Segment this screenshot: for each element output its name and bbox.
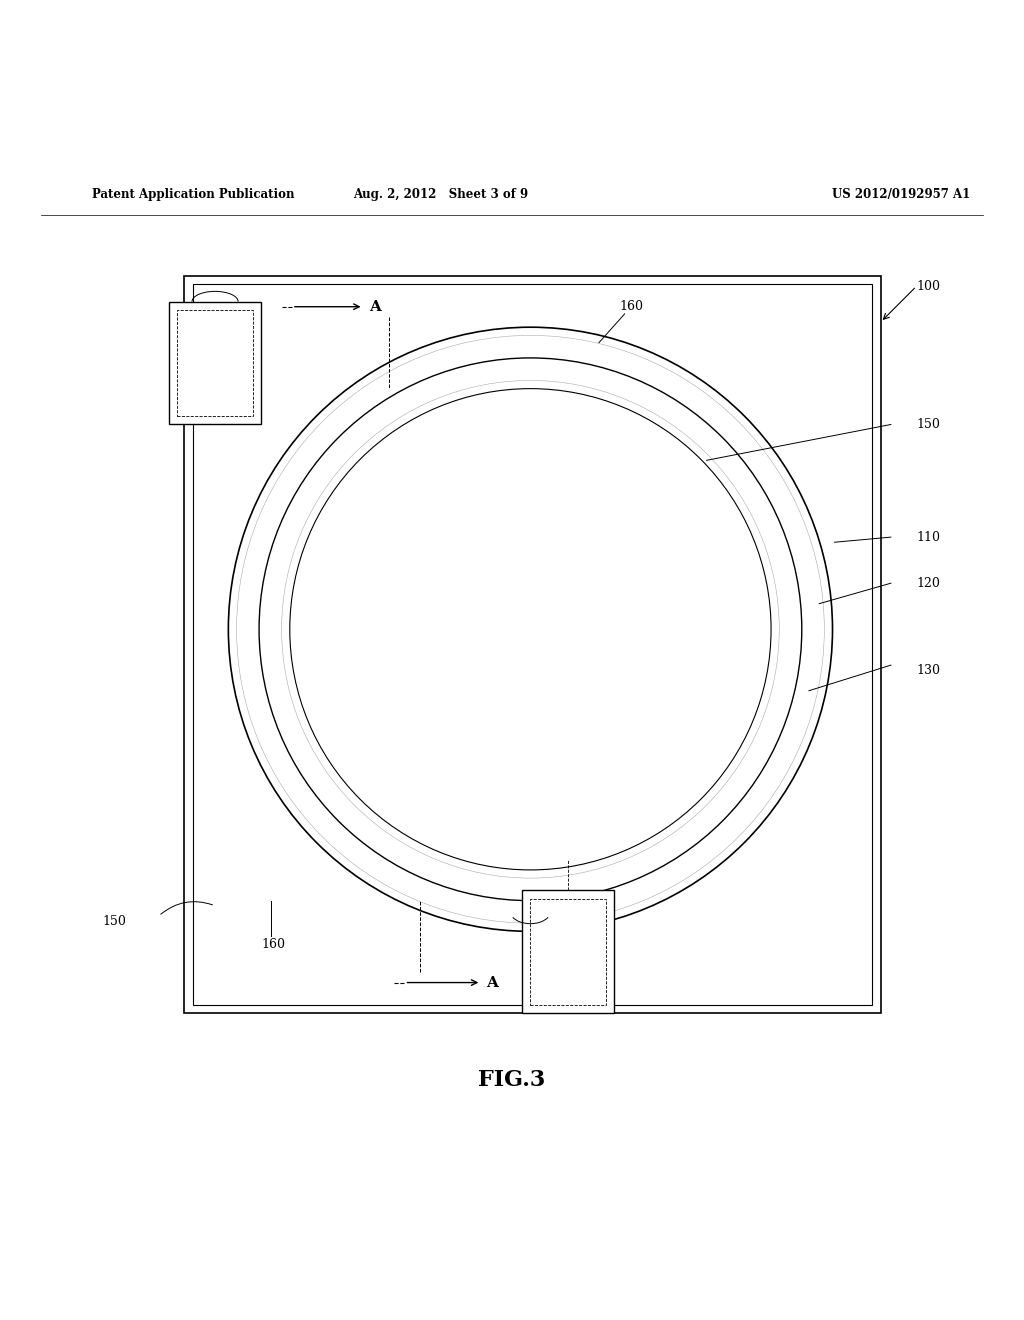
Bar bbox=[530, 899, 606, 1005]
Bar bbox=[177, 310, 253, 416]
Text: 120: 120 bbox=[916, 577, 940, 590]
Bar bbox=[184, 276, 881, 1014]
Text: A: A bbox=[369, 300, 381, 314]
Text: 160: 160 bbox=[620, 300, 643, 313]
Text: 150: 150 bbox=[102, 915, 126, 928]
Text: FIG.3: FIG.3 bbox=[478, 1069, 546, 1090]
Bar bbox=[169, 301, 261, 425]
Text: A: A bbox=[486, 975, 499, 990]
Text: 150: 150 bbox=[916, 418, 940, 430]
Text: 160: 160 bbox=[261, 939, 285, 952]
Text: 100: 100 bbox=[916, 280, 940, 293]
Text: Patent Application Publication: Patent Application Publication bbox=[92, 187, 295, 201]
Bar bbox=[522, 891, 614, 1014]
Text: US 2012/0192957 A1: US 2012/0192957 A1 bbox=[831, 187, 971, 201]
Bar bbox=[193, 284, 872, 1005]
Text: 110: 110 bbox=[916, 531, 940, 544]
Text: Aug. 2, 2012   Sheet 3 of 9: Aug. 2, 2012 Sheet 3 of 9 bbox=[352, 187, 528, 201]
Text: 130: 130 bbox=[916, 664, 940, 677]
